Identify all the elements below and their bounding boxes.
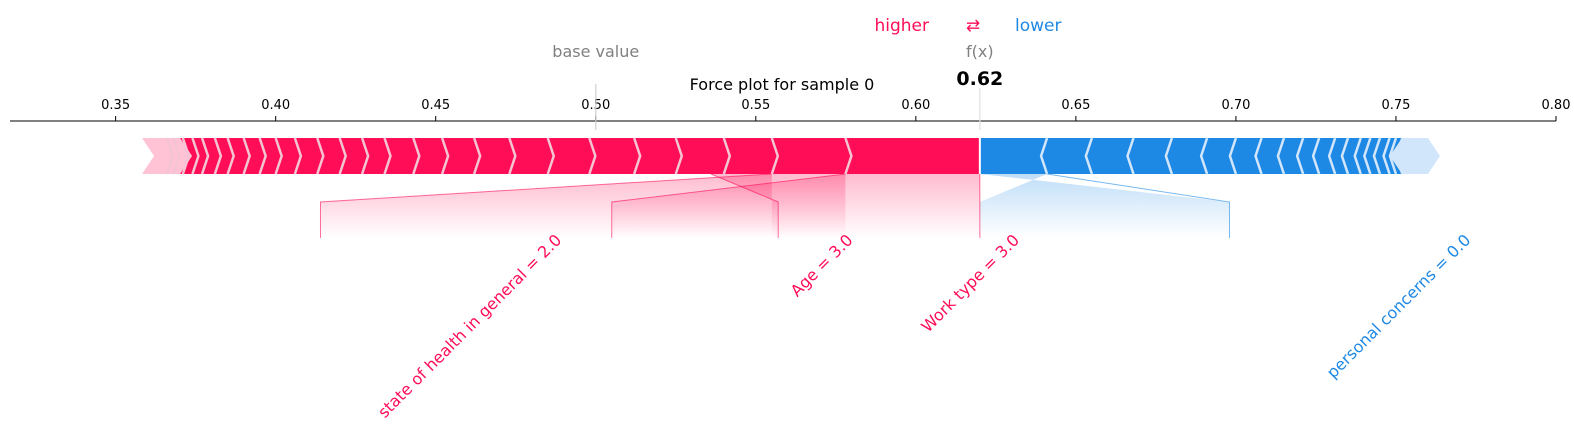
positive-chevron [181,137,191,175]
feature-funnel [611,174,980,238]
positive-chevron [165,137,175,175]
positive-chevron [172,137,181,175]
negative-chevron [1353,137,1362,175]
x-tick-label: 0.40 [261,98,290,113]
feature-label: Age = 3.0 [787,230,857,300]
positive-chevron [293,137,303,175]
positive-chevron [226,137,235,175]
positive-chevron [412,137,421,175]
legend-lower: lower [1015,16,1061,36]
feature-label: Work type = 3.0 [917,230,1023,336]
positive-chevron [316,137,325,175]
negative-chevron [1164,137,1174,175]
x-tick-label: 0.60 [901,98,930,113]
positive-chevron [258,137,267,175]
feature-funnel [710,174,779,238]
positive-chevron [546,137,556,175]
negative-tail [1389,138,1440,174]
positive-chevron [338,137,348,175]
positive-chevron [213,137,223,175]
positive-chevron [722,137,732,175]
negative-chevron [1363,137,1372,175]
x-tick-label: 0.80 [1542,98,1571,113]
positive-chevron [770,137,780,175]
x-tick-label: 0.75 [1381,98,1410,113]
positive-chevron [674,137,684,175]
x-tick-label: 0.55 [741,98,770,113]
negative-chevron [1254,137,1263,175]
feature-connector [710,173,779,238]
value-markers [595,84,981,130]
negative-chevron [1084,137,1094,175]
negative-chevron [1327,137,1337,175]
base-value-label: base value [552,42,639,61]
negative-chevron [1199,137,1209,175]
chart-title: Force plot for sample 0 [690,75,875,94]
positive-chevron [360,137,370,175]
feature-label: personal concerns = 0.0 [1323,230,1475,382]
positive-bar [180,138,980,174]
positive-chevron [844,137,853,175]
negative-chevron [1295,137,1305,175]
negative-bar [979,138,1402,174]
positive-chevron [200,137,210,175]
positive-tail [142,138,193,174]
legend-arrows-icon: ⇄ [966,16,980,36]
positive-chevron [588,137,597,175]
negative-chevron [1372,137,1382,175]
output-value: 0.62 [956,68,1003,90]
positive-chevron [508,137,517,175]
negative-chevron [1126,137,1135,175]
negative-chevron [1382,137,1391,175]
x-axis-ticks: 0.35 0.40 0.45 0.50 0.55 0.60 0.65 0.70 0.75 0.80 [101,98,1570,121]
force-bars [142,137,1440,175]
x-tick-label: 0.65 [1061,98,1090,113]
legend-higher: higher [874,16,929,36]
feature-label: state of health in general = 2.0 [374,230,565,421]
negative-chevron [1311,137,1321,175]
positive-chevron [274,137,283,175]
negative-chevron [1228,137,1238,175]
x-tick-label: 0.35 [101,98,130,113]
negative-chevron [1401,137,1410,175]
positive-chevron [242,137,251,175]
feature-funnel [979,174,1230,238]
negative-chevron [1395,137,1404,175]
positive-chevron [191,137,200,175]
negative-chevron [1039,137,1049,175]
positive-chevron [440,137,450,175]
feature-labels: state of health in general = 2.0 Age = 3.… [374,230,1474,421]
feature-funnels [319,173,1231,238]
output-label: f(x) [966,42,994,61]
x-tick-label: 0.45 [421,98,450,113]
feature-connector [319,173,772,238]
positive-chevron [383,137,392,175]
x-tick-label: 0.70 [1221,98,1250,113]
negative-chevron [1388,137,1398,175]
feature-connector [1046,173,1231,238]
positive-chevron [632,137,642,175]
negative-chevron [1340,137,1350,175]
positive-chevron [472,137,482,175]
negative-chevron [1276,137,1286,175]
